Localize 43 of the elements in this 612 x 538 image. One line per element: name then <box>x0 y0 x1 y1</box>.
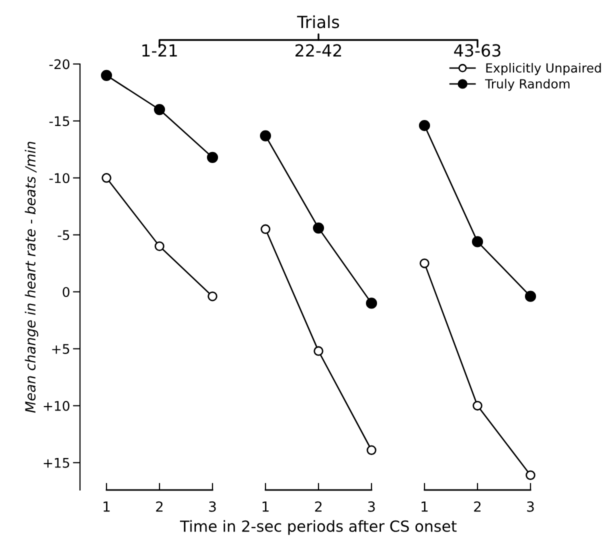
point <box>366 298 378 309</box>
point <box>260 224 270 234</box>
point <box>472 400 482 411</box>
y-tick-label: -10 <box>49 173 70 184</box>
point <box>102 173 112 183</box>
point <box>420 258 430 268</box>
text: 43-63 <box>454 44 500 57</box>
y-tick-label: -15 <box>49 116 70 126</box>
y-tick-label: +5 <box>52 344 70 354</box>
x-tick-label: 1 <box>104 502 110 512</box>
point <box>526 470 536 480</box>
point <box>472 236 484 248</box>
x-tick-label: 1 <box>422 502 428 512</box>
point <box>524 290 536 302</box>
y-axis-title: Mean change in heart rate - beats /min <box>24 142 38 413</box>
x-tick-label: 2 <box>156 501 163 512</box>
x-tick-label: 3 <box>209 501 216 512</box>
text: 22-42 <box>296 44 342 57</box>
x-tick-label: 1 <box>262 502 269 512</box>
point <box>366 445 376 455</box>
legend-label: Truly Random <box>485 78 570 91</box>
point <box>208 292 218 302</box>
x-tick-label: 3 <box>368 501 375 512</box>
legend-label: Explicitly Unpaired <box>486 62 601 76</box>
text: Trials <box>297 15 340 28</box>
x-axis-title: Time in 2-sec periods after CS onset <box>180 520 457 535</box>
point <box>206 152 218 163</box>
point <box>312 222 324 234</box>
text: 1-21 <box>142 44 177 57</box>
point <box>154 104 166 116</box>
y-tick-label: +10 <box>44 400 70 411</box>
x-tick-label: 2 <box>315 501 322 512</box>
y-tick-label: -5 <box>58 230 70 240</box>
point <box>260 130 272 142</box>
y-tick-label: +15 <box>44 458 70 468</box>
y-tick-label: 0 <box>62 287 70 298</box>
point <box>100 70 112 81</box>
x-tick-label: 2 <box>474 501 481 512</box>
point <box>314 346 324 356</box>
x-tick-label: 3 <box>527 501 534 512</box>
y-tick-label: -20 <box>49 59 70 70</box>
point <box>154 241 164 252</box>
point <box>418 120 430 132</box>
